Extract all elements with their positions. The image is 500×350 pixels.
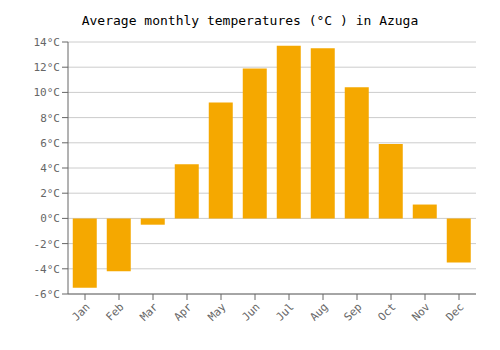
- svg-text:0°C: 0°C: [40, 212, 60, 225]
- svg-text:Nov: Nov: [409, 300, 433, 324]
- svg-text:May: May: [205, 300, 229, 324]
- svg-text:-6°C: -6°C: [34, 288, 61, 301]
- svg-text:Jul: Jul: [273, 300, 296, 323]
- svg-text:Sep: Sep: [341, 300, 364, 323]
- svg-text:Jan: Jan: [69, 300, 92, 323]
- svg-text:10°C: 10°C: [34, 86, 61, 99]
- svg-text:12°C: 12°C: [34, 61, 61, 74]
- svg-text:6°C: 6°C: [40, 137, 60, 150]
- html-text:Average monthly temperatures (: Average monthly temperatures (°C ) in Az…: [81, 13, 419, 28]
- svg-text:4°C: 4°C: [40, 162, 60, 175]
- svg-text:-2°C: -2°C: [34, 238, 61, 251]
- svg-text:Dec: Dec: [443, 300, 466, 323]
- svg-text:2°C: 2°C: [40, 187, 60, 200]
- svg-text:Mar: Mar: [137, 300, 161, 324]
- svg-text:Jun: Jun: [239, 300, 262, 323]
- svg-text:Aug: Aug: [307, 300, 330, 323]
- svg-text:Oct: Oct: [375, 300, 398, 323]
- svg-text:-4°C: -4°C: [34, 263, 61, 276]
- svg-text:Apr: Apr: [171, 300, 195, 324]
- svg-text:Feb: Feb: [103, 300, 126, 323]
- svg-text:8°C: 8°C: [40, 112, 60, 125]
- svg-text:14°C: 14°C: [34, 36, 61, 49]
